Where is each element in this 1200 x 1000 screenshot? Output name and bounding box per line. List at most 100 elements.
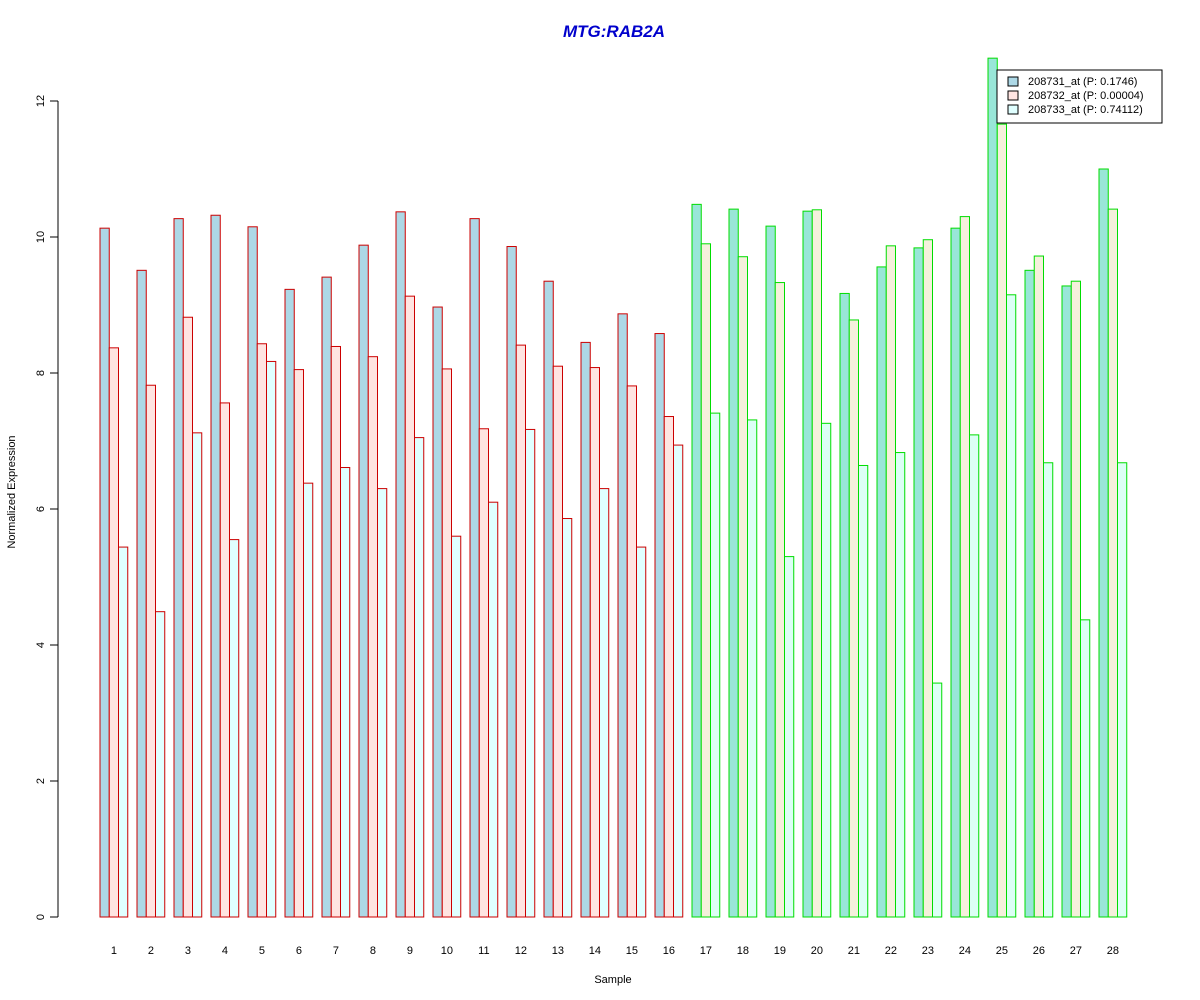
bar-sample-20-series-2 [811,209,822,918]
bar-sample-20-series-1 [802,210,813,918]
x-tick-label: 14 [589,945,601,957]
y-tick-label: 8 [35,370,47,376]
bar-sample-28-series-2 [1107,208,1118,918]
bar-sample-19-series-3 [784,556,795,918]
bar-sample-5-series-3 [266,360,277,918]
x-tick-label: 11 [478,945,489,957]
bar-sample-10-series-3 [451,535,462,918]
legend-label-3: 208733_at (P: 0.74112) [1028,104,1143,116]
bar-sample-3-series-2 [182,316,193,918]
bar-sample-21-series-1 [839,292,850,918]
bar-sample-22-series-2 [885,245,896,918]
x-tick-label: 24 [959,945,971,957]
y-tick-label: 4 [35,642,47,648]
bar-sample-13-series-1 [543,280,554,918]
bar-sample-3-series-3 [192,432,203,918]
x-tick-label: 6 [296,945,302,957]
legend: 208731_at (P: 0.1746) 208732_at (P: 0.000… [996,69,1163,124]
bar-sample-28-series-1 [1098,168,1109,918]
bar-sample-12-series-1 [506,246,517,918]
bar-sample-27-series-3 [1080,619,1091,918]
bar-sample-8-series-1 [358,244,369,918]
x-tick-label: 23 [922,945,934,957]
bar-sample-11-series-3 [488,501,499,918]
x-tick-label: 22 [885,945,897,957]
bar-sample-6-series-2 [293,369,304,918]
x-tick-label: 2 [148,945,154,957]
bar-sample-18-series-2 [737,256,748,918]
x-tick-label: 5 [259,945,265,957]
bar-sample-26-series-3 [1043,462,1054,918]
bar-sample-9-series-3 [414,437,425,918]
bar-sample-4-series-3 [229,539,240,918]
y-tick-label: 2 [35,778,47,784]
bar-sample-1-series-2 [108,347,119,918]
x-tick-label: 7 [333,945,339,957]
bar-sample-22-series-1 [876,266,887,918]
bar-sample-26-series-1 [1024,269,1035,918]
bar-sample-14-series-2 [589,367,600,918]
bar-sample-2-series-2 [145,384,156,918]
bar-sample-14-series-1 [580,341,591,918]
x-tick-label: 26 [1033,945,1045,957]
bar-sample-4-series-1 [210,214,221,918]
bar-sample-6-series-3 [303,482,314,918]
bar-sample-28-series-3 [1117,462,1128,918]
x-tick-label: 4 [222,945,228,957]
bar-sample-19-series-2 [774,282,785,918]
bar-sample-13-series-2 [552,365,563,918]
bar-sample-11-series-1 [469,218,480,918]
x-tick-label: 17 [700,945,712,957]
bar-sample-8-series-3 [377,488,388,918]
bar-sample-18-series-1 [728,208,739,918]
bar-sample-2-series-1 [136,269,147,918]
x-axis-labels: 1 2 3 4 5 6 7 8 9 10 11 12 13 14 15 16 17 18 19 20 21 22 23 24 2… [111,945,1119,957]
bar-sample-21-series-3 [858,464,869,918]
bar-sample-9-series-1 [395,211,406,918]
x-tick-label: 18 [737,945,749,957]
bar-sample-22-series-3 [895,452,906,918]
bar-sample-3-series-1 [173,218,184,918]
bar-sample-26-series-2 [1033,255,1044,918]
bar-sample-15-series-1 [617,313,628,918]
bar-sample-24-series-1 [950,227,961,918]
bar-sample-23-series-3 [932,682,943,918]
x-tick-label: 21 [848,945,860,957]
bar-sample-24-series-3 [969,434,980,918]
bar-sample-1-series-3 [118,546,129,918]
chart-title: MTG:RAB2A [563,22,665,41]
bar-sample-7-series-3 [340,467,351,918]
x-tick-label: 27 [1070,945,1082,957]
y-axis: 0 2 4 6 8 10 12 [35,95,59,920]
bar-sample-12-series-3 [525,428,536,918]
y-tick-label: 6 [35,506,47,512]
bar-sample-6-series-1 [284,288,295,918]
bar-sample-17-series-2 [700,243,711,918]
bar-sample-4-series-2 [219,402,230,918]
bar-sample-20-series-3 [821,422,832,918]
x-tick-label: 13 [552,945,564,957]
bar-sample-27-series-2 [1070,280,1081,918]
x-axis-title: Sample [594,974,631,986]
bar-sample-25-series-3 [1006,294,1017,918]
bar-sample-12-series-2 [515,344,526,918]
legend-box [996,69,1163,124]
legend-label-2: 208732_at (P: 0.00004) [1028,90,1144,102]
bar-sample-25-series-1 [987,57,998,918]
y-tick-label: 0 [35,914,47,920]
bar-sample-10-series-1 [432,306,443,918]
bar-sample-13-series-3 [562,518,573,918]
x-tick-label: 16 [663,945,675,957]
bar-sample-23-series-2 [922,239,933,918]
x-tick-label: 1 [111,945,117,957]
x-tick-label: 19 [774,945,786,957]
bar-sample-15-series-3 [636,546,647,918]
legend-label-1: 208731_at (P: 0.1746) [1028,76,1137,88]
bar-sample-27-series-1 [1061,285,1072,918]
bar-sample-1-series-1 [99,227,110,918]
bar-sample-18-series-3 [747,419,758,918]
bar-sample-11-series-2 [478,428,489,918]
bar-sample-2-series-3 [155,611,166,918]
y-tick-label: 10 [35,231,47,243]
